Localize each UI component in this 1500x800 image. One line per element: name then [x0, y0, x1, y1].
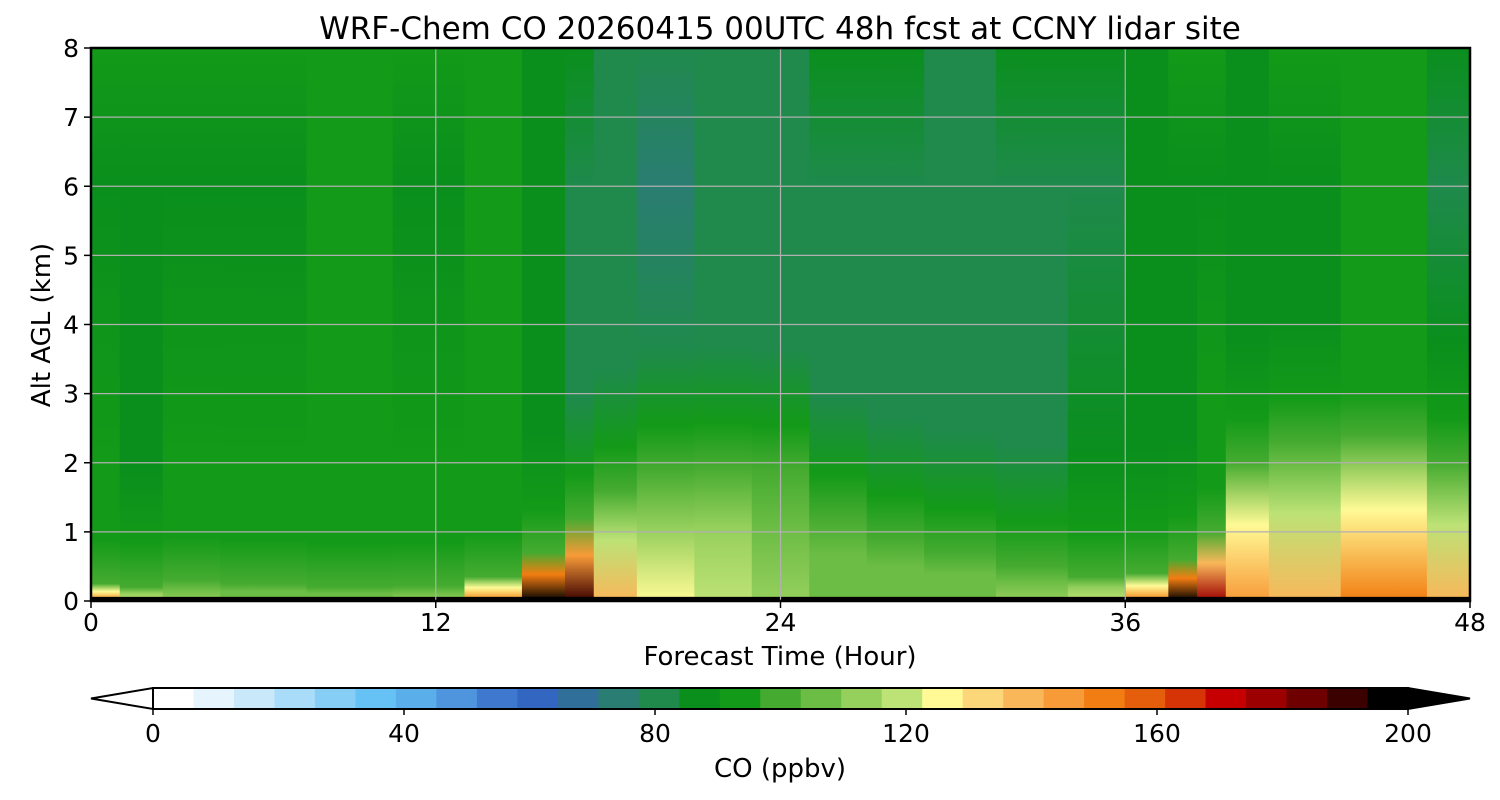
colorbar-segment	[1165, 688, 1207, 709]
colorbar-segment	[1043, 688, 1085, 709]
colorbar-segment	[557, 688, 599, 709]
colorbar-segment	[517, 688, 559, 709]
x-tick-label: 48	[1454, 608, 1486, 637]
colorbar-tick-label: 0	[145, 719, 161, 748]
x-tick-label: 24	[765, 608, 797, 637]
x-tick-label: 0	[83, 608, 99, 637]
colorbar-segment	[1286, 688, 1328, 709]
y-tick-label: 1	[63, 518, 79, 547]
colorbar-segment	[314, 688, 356, 709]
colorbar-segment	[1367, 688, 1409, 709]
x-axis-label: Forecast Time (Hour)	[643, 642, 916, 672]
colorbar-segment	[719, 688, 761, 709]
colorbar-segment	[476, 688, 518, 709]
colorbar-segment	[274, 688, 316, 709]
colorbar-segment	[193, 688, 235, 709]
colorbar-segment	[679, 688, 721, 709]
y-tick-label: 5	[63, 241, 79, 270]
colorbar-tick-label: 200	[1384, 719, 1432, 748]
colorbar-segment	[233, 688, 275, 709]
y-axis: 0 1 2 3 4 5 6 7 8	[63, 34, 91, 616]
colorbar-segment	[598, 688, 640, 709]
y-tick-label: 2	[63, 449, 79, 478]
colorbar: 0 40 80 120 160 200	[90, 686, 1471, 748]
colorbar-segment	[1327, 688, 1369, 709]
x-tick-label: 36	[1109, 608, 1141, 637]
colorbar-segment	[1003, 688, 1045, 709]
y-tick-label: 7	[63, 103, 79, 132]
y-tick-label: 3	[63, 380, 79, 409]
colorbar-segment	[1084, 688, 1126, 709]
y-tick-label: 4	[63, 311, 79, 340]
y-axis-label: Alt AGL (km)	[27, 243, 57, 407]
colorbar-segment	[962, 688, 1004, 709]
y-tick-label: 0	[63, 587, 79, 616]
colorbar-segment	[436, 688, 478, 709]
colorbar-label: CO (ppbv)	[714, 754, 846, 784]
x-tick-label: 12	[420, 608, 452, 637]
colorbar-segment	[395, 688, 437, 709]
colorbar-segment	[841, 688, 883, 709]
colorbar-segment	[355, 688, 397, 709]
colorbar-segment	[881, 688, 923, 709]
colorbar-segment	[153, 688, 194, 709]
colorbar-segment	[800, 688, 842, 709]
colorbar-tick-label: 120	[882, 719, 930, 748]
colorbar-segment	[1124, 688, 1166, 709]
colorbar-tick-label: 40	[388, 719, 420, 748]
y-tick-label: 8	[63, 34, 79, 63]
colorbar-frame	[152, 687, 1409, 710]
colorbar-segment	[1246, 688, 1288, 709]
colorbar-extend-min	[90, 686, 154, 711]
y-tick-label: 6	[63, 172, 79, 201]
colorbar-segment	[1205, 688, 1247, 709]
colorbar-extend-max	[1407, 686, 1471, 711]
colorbar-segment	[638, 688, 680, 709]
colorbar-tick-label: 80	[639, 719, 671, 748]
x-axis: 0 12 24 36 48	[83, 601, 1486, 637]
colorbar-segment	[760, 688, 802, 709]
colorbar-tick-label: 160	[1133, 719, 1181, 748]
colorbar-segment	[922, 688, 964, 709]
chart-title: WRF-Chem CO 20260415 00UTC 48h fcst at C…	[319, 11, 1241, 47]
